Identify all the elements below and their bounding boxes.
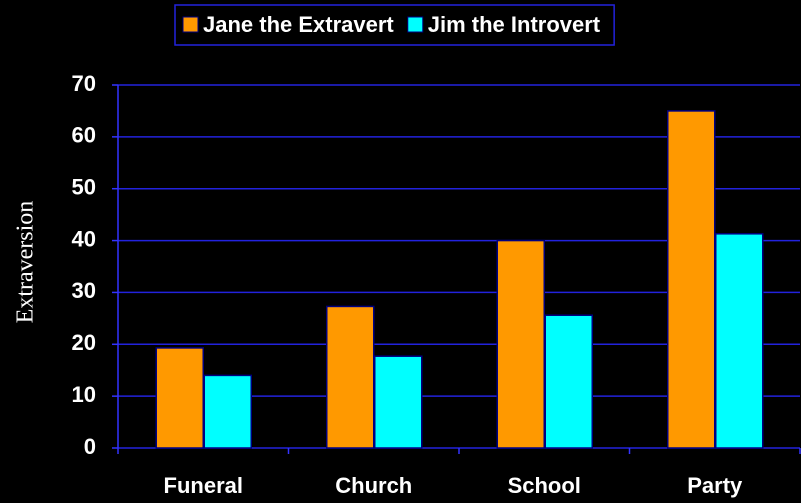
legend-label: Jim the Introvert — [428, 12, 601, 37]
x-tick-label: Church — [335, 473, 412, 498]
y-tick-label: 20 — [72, 330, 96, 355]
x-tick-label: Party — [687, 473, 743, 498]
y-tick-label: 30 — [72, 278, 96, 303]
x-tick-label: Funeral — [164, 473, 243, 498]
y-axis-label: Extraversion — [13, 201, 39, 324]
bar — [544, 314, 593, 449]
legend-swatch — [182, 16, 199, 33]
bar — [203, 374, 252, 449]
legend-label: Jane the Extravert — [203, 12, 394, 37]
legend-box — [174, 4, 615, 46]
legend-swatch — [407, 16, 424, 33]
y-tick-label: 40 — [72, 226, 96, 251]
y-tick-label: 0 — [84, 434, 96, 459]
y-tick-label: 10 — [72, 382, 96, 407]
x-tick-label: School — [508, 473, 581, 498]
y-tick-label: 50 — [72, 175, 96, 200]
bar — [155, 347, 204, 449]
bar — [326, 305, 375, 449]
bar — [715, 233, 764, 449]
bar — [667, 110, 716, 449]
bar — [496, 239, 545, 449]
bar — [374, 355, 423, 449]
y-tick-label: 60 — [72, 123, 96, 148]
y-tick-label: 70 — [72, 71, 96, 96]
